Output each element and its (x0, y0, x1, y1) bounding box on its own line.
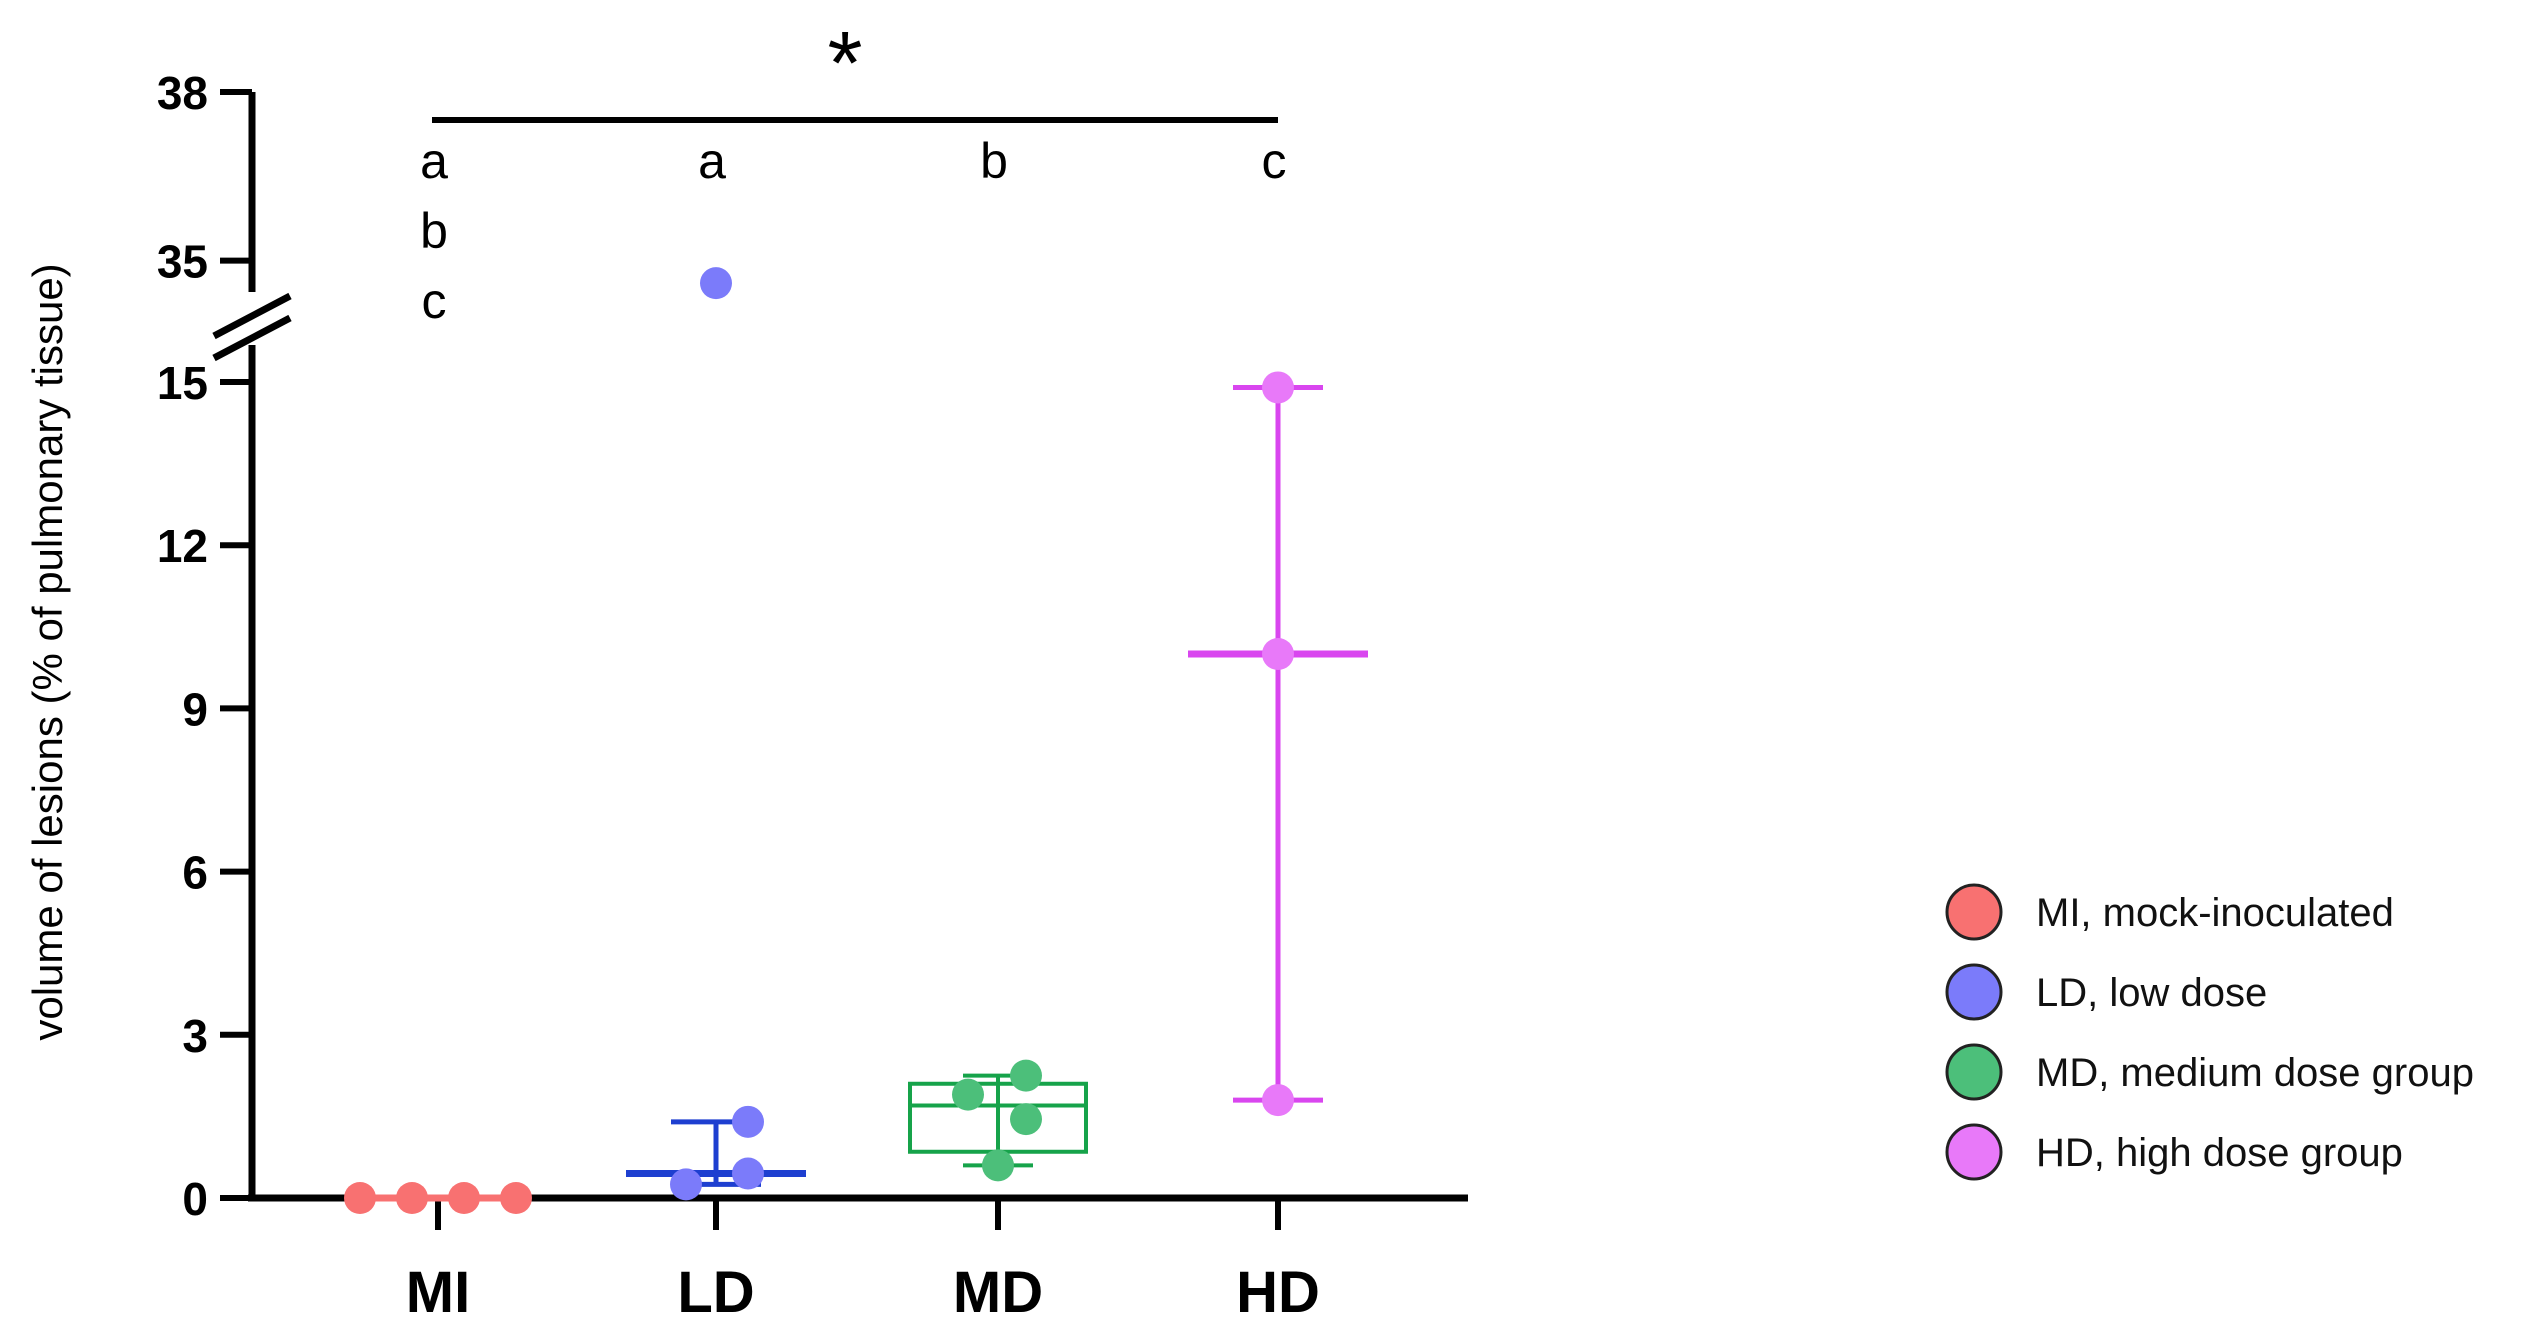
data-point (1262, 371, 1294, 404)
y-tick-label: 12 (157, 520, 208, 572)
y-tick-label: 38 (157, 67, 208, 119)
significance-letter: c (1262, 133, 1287, 189)
y-tick-label: 35 (157, 236, 208, 288)
data-point (1010, 1059, 1042, 1092)
y-axis-label: volume of lesions (% of pulmonary tissue… (24, 263, 71, 1040)
data-point (670, 1168, 702, 1201)
data-points (344, 267, 1294, 1214)
group-summaries (348, 384, 1368, 1202)
x-tick-label: LD (677, 1260, 754, 1325)
data-point (952, 1078, 984, 1111)
significance-letter: a (698, 133, 726, 189)
legend-swatch (1945, 1123, 2003, 1181)
y-tick-label: 9 (182, 683, 208, 735)
significance-star: * (827, 14, 862, 114)
legend-label: LD, low dose (2036, 971, 2267, 1015)
legend-label: MI, mock-inoculated (2036, 891, 2394, 935)
legend: MI, mock-inoculated LD, low dose MD, mediu… (1945, 883, 2474, 1181)
significance-letter: b (420, 203, 448, 259)
data-point (1262, 638, 1294, 670)
axes: 0 3 6 9 12 15 35 38 MI LD MD HD (157, 67, 1468, 1325)
x-tick-label: MD (953, 1260, 1043, 1325)
data-point (1262, 1084, 1294, 1117)
data-point (500, 1182, 532, 1214)
significance-letter: a (420, 133, 448, 189)
significance-letter: c (422, 273, 447, 329)
x-tick-label: HD (1236, 1260, 1320, 1325)
axis-break-mark (212, 292, 292, 340)
y-tick-label: 6 (182, 847, 208, 899)
y-tick-label: 0 (182, 1173, 208, 1225)
data-point (1010, 1103, 1042, 1136)
legend-label: HD, high dose group (2036, 1131, 2403, 1175)
data-point (448, 1182, 480, 1214)
data-point (700, 267, 732, 300)
x-tick-label: MI (406, 1260, 470, 1325)
data-point (344, 1182, 376, 1214)
significance-letter: b (980, 133, 1008, 189)
y-tick-label: 3 (182, 1010, 208, 1062)
data-point (732, 1105, 764, 1138)
legend-swatch (1945, 1043, 2003, 1101)
legend-swatch (1945, 883, 2003, 941)
data-point (982, 1149, 1014, 1182)
data-point (396, 1182, 428, 1214)
legend-swatch (1945, 963, 2003, 1021)
y-tick-label: 15 (157, 357, 208, 409)
axis-break-mark (212, 314, 292, 362)
data-point (732, 1157, 764, 1190)
legend-label: MD, medium dose group (2036, 1051, 2474, 1095)
